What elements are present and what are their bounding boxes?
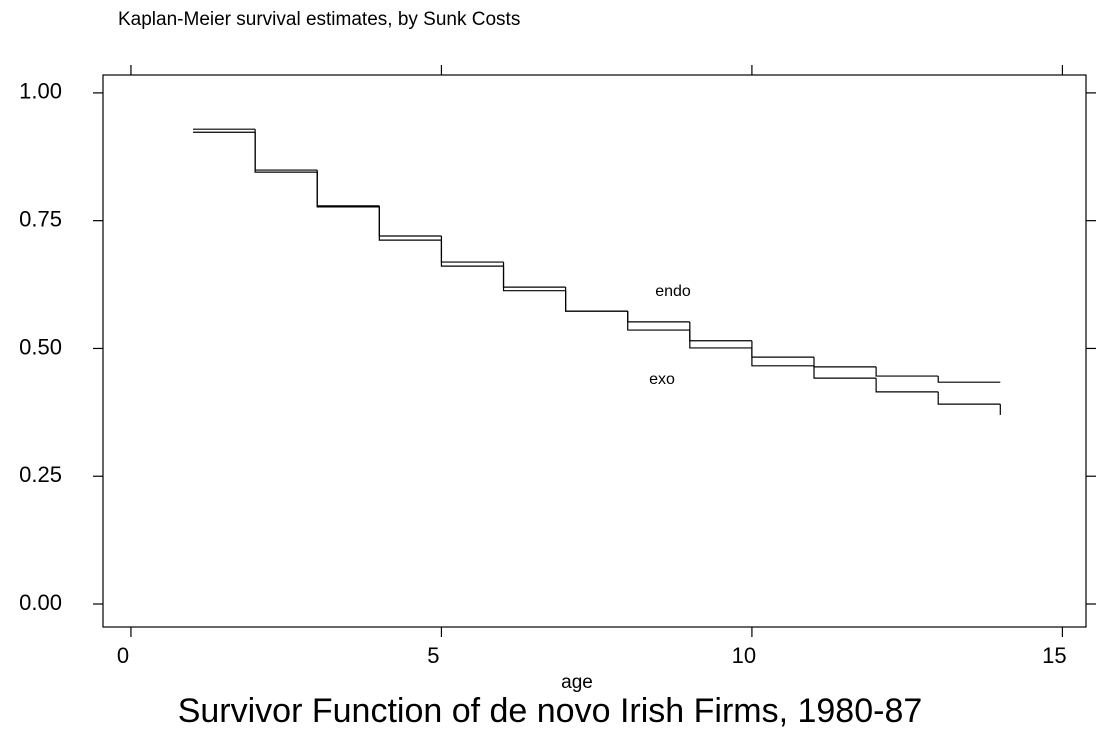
- y-tick-label: 0.75: [19, 206, 62, 231]
- step-segment: [316, 170, 380, 207]
- step-segment: [316, 172, 380, 208]
- step-segment: [378, 205, 442, 237]
- y-tick-label: 0.00: [19, 590, 62, 615]
- x-tick-label: 5: [427, 643, 439, 668]
- y-tick-label: 0.50: [19, 334, 62, 359]
- step-segment: [813, 365, 877, 379]
- x-tick-label: 0: [117, 643, 129, 668]
- step-segment: [689, 330, 752, 349]
- x-tick-label: 15: [1042, 643, 1066, 668]
- series-label: endo: [655, 283, 691, 300]
- step-segment: [565, 290, 628, 312]
- step-segment: [502, 266, 566, 292]
- step-segment: [254, 132, 318, 173]
- step-segment: [751, 340, 815, 358]
- caption: Survivor Function of de novo Irish Firms…: [178, 692, 923, 730]
- y-tick-label: 1.00: [19, 79, 62, 104]
- step-segment: [254, 129, 318, 171]
- x-tick-label: 10: [732, 643, 756, 668]
- step-segment: [627, 311, 690, 323]
- step-segment: [565, 287, 628, 312]
- step-segment: [440, 236, 504, 263]
- step-segment: [502, 262, 566, 288]
- chart-title: Kaplan-Meier survival estimates, by Sunk…: [118, 9, 520, 30]
- step-segment: [627, 311, 690, 331]
- step-segment: [440, 240, 504, 267]
- y-tick-label: 0.25: [19, 462, 62, 487]
- x-axis-label: age: [561, 672, 593, 693]
- step-segment: [751, 347, 815, 367]
- step-segment: [875, 366, 939, 377]
- step-segment: [813, 357, 877, 368]
- step-segment: [937, 391, 1001, 405]
- step-segment: [937, 376, 1001, 383]
- step-segment: [378, 206, 442, 241]
- plot-frame: [102, 74, 1087, 628]
- step-segment: [689, 321, 752, 342]
- series-label: exo: [649, 371, 675, 388]
- step-segment: [875, 378, 939, 393]
